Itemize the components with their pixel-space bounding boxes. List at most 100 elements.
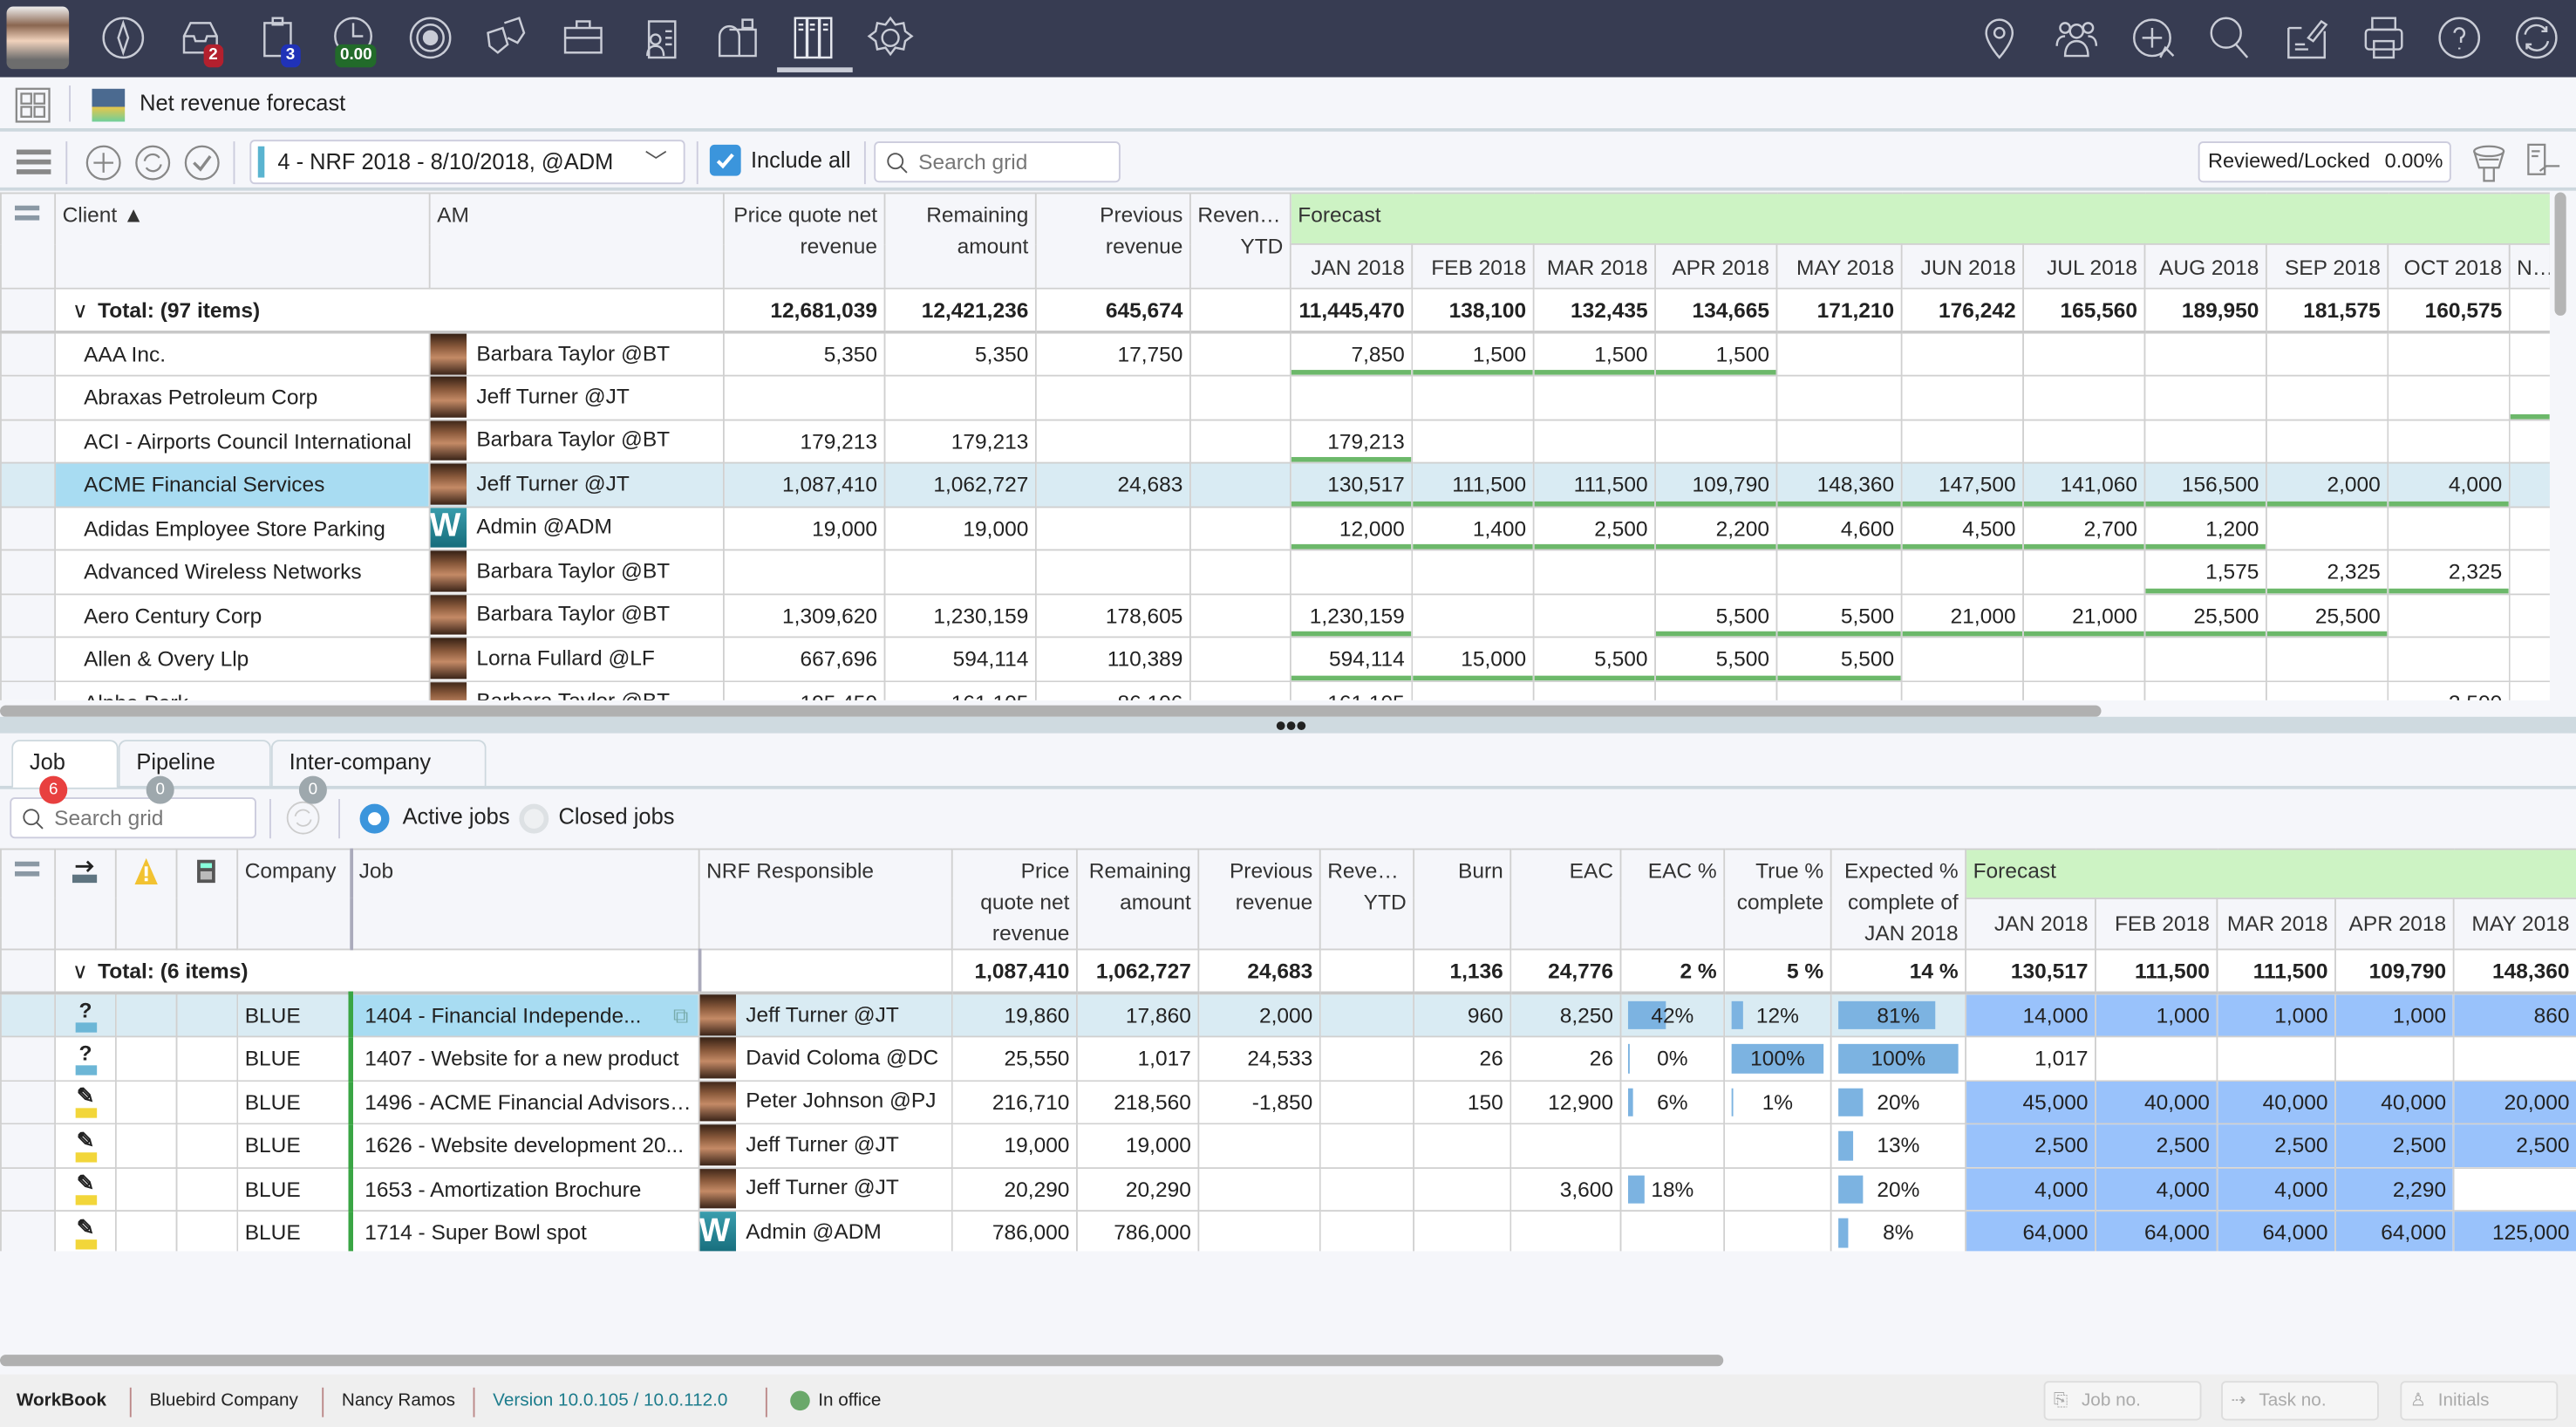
cell-eacpct[interactable]: 6% xyxy=(1619,1079,1726,1125)
pane-splitter[interactable]: ●●● xyxy=(0,714,2576,736)
forecast-cell[interactable] xyxy=(1775,549,1903,595)
header-warning[interactable] xyxy=(114,848,178,951)
location-pin-icon[interactable] xyxy=(1974,13,2024,63)
forecast-cell[interactable]: 148,360 xyxy=(1775,461,1903,508)
forecast-cell[interactable] xyxy=(2387,592,2511,638)
forecast-cell[interactable] xyxy=(2452,1035,2576,1082)
total-label[interactable]: ∨ Total: (6 items) xyxy=(54,948,700,995)
forecast-cell[interactable] xyxy=(2508,461,2550,508)
header-month[interactable]: MAR 2018 xyxy=(2216,898,2336,951)
contacts-clipboard-icon[interactable] xyxy=(636,13,685,63)
cell-remaining[interactable]: 1,062,727 xyxy=(883,461,1037,508)
sync-icon[interactable] xyxy=(2512,13,2562,63)
header-month[interactable]: JAN 2018 xyxy=(1965,898,2096,951)
cell-price[interactable]: 19,000 xyxy=(951,1123,1078,1169)
account-manager[interactable]: Jeff Turner @JT xyxy=(428,374,725,420)
job-cell[interactable]: 1404 - Financial Independe... ⧉ xyxy=(348,992,700,1038)
forecast-cell[interactable] xyxy=(1289,374,1414,420)
forecast-cell[interactable] xyxy=(2143,636,2267,682)
cell-price[interactable]: 19,000 xyxy=(722,505,886,551)
job-cell[interactable]: 1653 - Amortization Brochure xyxy=(348,1166,700,1212)
forecast-cell[interactable] xyxy=(1532,592,1657,638)
header-remaining[interactable]: Remaining amount xyxy=(883,192,1037,290)
cell-eacpct[interactable]: 18% xyxy=(1619,1166,1726,1212)
cell-remaining[interactable]: 5,350 xyxy=(883,331,1037,377)
cell-truepct[interactable] xyxy=(1723,1123,1832,1169)
company[interactable]: BLUE xyxy=(236,992,352,1038)
cell-price[interactable]: 1,309,620 xyxy=(722,592,886,638)
forecast-cell[interactable]: 594,114 xyxy=(1289,636,1414,682)
forecast-cell[interactable]: 179,213 xyxy=(1289,418,1414,464)
header-month[interactable]: NOV 2018 xyxy=(2508,242,2550,290)
nrf-responsible[interactable]: Jeff Turner @JT xyxy=(698,1123,953,1169)
forecast-cell[interactable]: 2,500 xyxy=(2095,1123,2218,1169)
forecast-cell[interactable]: 2,500 xyxy=(1532,505,1657,551)
cell-price[interactable]: 195,450 xyxy=(722,679,886,700)
header-month[interactable]: FEB 2018 xyxy=(1411,242,1535,290)
cell-price[interactable]: 25,550 xyxy=(951,1035,1078,1082)
cell-revytd[interactable] xyxy=(1319,992,1415,1038)
cell-truepct[interactable] xyxy=(1723,1210,1832,1252)
forecast-cell[interactable] xyxy=(2216,1035,2336,1082)
cell-remaining[interactable]: 218,560 xyxy=(1075,1079,1200,1125)
forecast-cell[interactable] xyxy=(2387,374,2511,420)
cell-burn[interactable] xyxy=(1413,1210,1512,1252)
company[interactable]: BLUE xyxy=(236,1166,352,1212)
forecast-cell[interactable] xyxy=(1900,331,2025,377)
status-cell[interactable]: ✎ xyxy=(54,1079,117,1125)
forecast-cell[interactable]: 15,000 xyxy=(1411,636,1535,682)
status-cell[interactable]: ✎ xyxy=(54,1123,117,1169)
forecast-cell[interactable] xyxy=(1532,679,1657,700)
add-icon[interactable] xyxy=(85,145,121,186)
forecast-cell[interactable] xyxy=(1775,374,1903,420)
nrf-responsible[interactable]: Peter Johnson @PJ xyxy=(698,1079,953,1125)
clipboard-icon[interactable] xyxy=(253,13,303,63)
forecast-cell[interactable]: 2,700 xyxy=(2022,505,2146,551)
cell-revytd[interactable] xyxy=(1189,549,1291,595)
forecast-cell[interactable] xyxy=(2022,374,2146,420)
header-am[interactable]: AM xyxy=(428,192,725,290)
header-remaining[interactable]: Remaining amount xyxy=(1075,848,1200,951)
cell-revytd[interactable] xyxy=(1189,636,1291,682)
company[interactable]: BLUE xyxy=(236,1123,352,1169)
client-row[interactable]: ACI - Airports Council International Barb… xyxy=(0,418,2550,464)
account-manager[interactable]: Barbara Taylor @BT xyxy=(428,418,725,464)
forecast-cell[interactable] xyxy=(1654,679,1778,700)
forecast-cell[interactable] xyxy=(1532,549,1657,595)
forecast-cell[interactable]: 64,000 xyxy=(2334,1210,2455,1252)
job-row[interactable]: ✎ BLUE 1714 - Super Bowl spot W Admin @ADM 78… xyxy=(0,1210,2576,1252)
forecast-cell[interactable] xyxy=(2508,418,2550,464)
nrf-responsible[interactable]: Jeff Turner @JT xyxy=(698,992,953,1038)
forecast-cell[interactable]: 1,000 xyxy=(2216,992,2336,1038)
forecast-cell[interactable]: 1,500 xyxy=(1532,331,1657,377)
forecast-cell[interactable] xyxy=(2265,331,2389,377)
cell-price[interactable]: 667,696 xyxy=(722,636,886,682)
forecast-cell[interactable]: 147,500 xyxy=(1900,461,2025,508)
column-chooser[interactable] xyxy=(0,848,57,951)
cell-revytd[interactable] xyxy=(1319,1035,1415,1082)
tab-job[interactable]: Job6 xyxy=(11,740,119,804)
header-price-quote[interactable]: Price quote net revenue xyxy=(951,848,1078,951)
cell-revytd[interactable] xyxy=(1319,1079,1415,1125)
forecast-cell[interactable] xyxy=(2022,636,2146,682)
forecast-cell[interactable] xyxy=(1654,374,1778,420)
forecast-cell[interactable] xyxy=(1532,418,1657,464)
forecast-cell[interactable] xyxy=(2387,418,2511,464)
active-jobs-radio[interactable] xyxy=(359,803,390,834)
client-row[interactable]: Adidas Employee Store Parking W Admin @ADM… xyxy=(0,505,2550,551)
forecast-cell[interactable] xyxy=(2022,549,2146,595)
status-cell[interactable]: ? xyxy=(54,1035,117,1082)
forecast-cell[interactable]: 2,325 xyxy=(2387,549,2511,595)
cell-previous[interactable] xyxy=(1034,549,1191,595)
forecast-cell[interactable]: 860 xyxy=(2452,992,2576,1038)
forecast-cell[interactable]: 1,230,159 xyxy=(1289,592,1414,638)
search-grid-input[interactable]: Search grid xyxy=(874,141,1121,183)
forecast-cell[interactable] xyxy=(2265,636,2389,682)
header-company[interactable]: Company xyxy=(236,848,352,951)
cell-remaining[interactable] xyxy=(883,549,1037,595)
account-manager[interactable]: Barbara Taylor @BT xyxy=(428,592,725,638)
forecast-cell[interactable] xyxy=(2265,505,2389,551)
company[interactable]: BLUE xyxy=(236,1079,352,1125)
cell-previous[interactable]: 86,106 xyxy=(1034,679,1191,700)
forecast-cell[interactable] xyxy=(1775,418,1903,464)
